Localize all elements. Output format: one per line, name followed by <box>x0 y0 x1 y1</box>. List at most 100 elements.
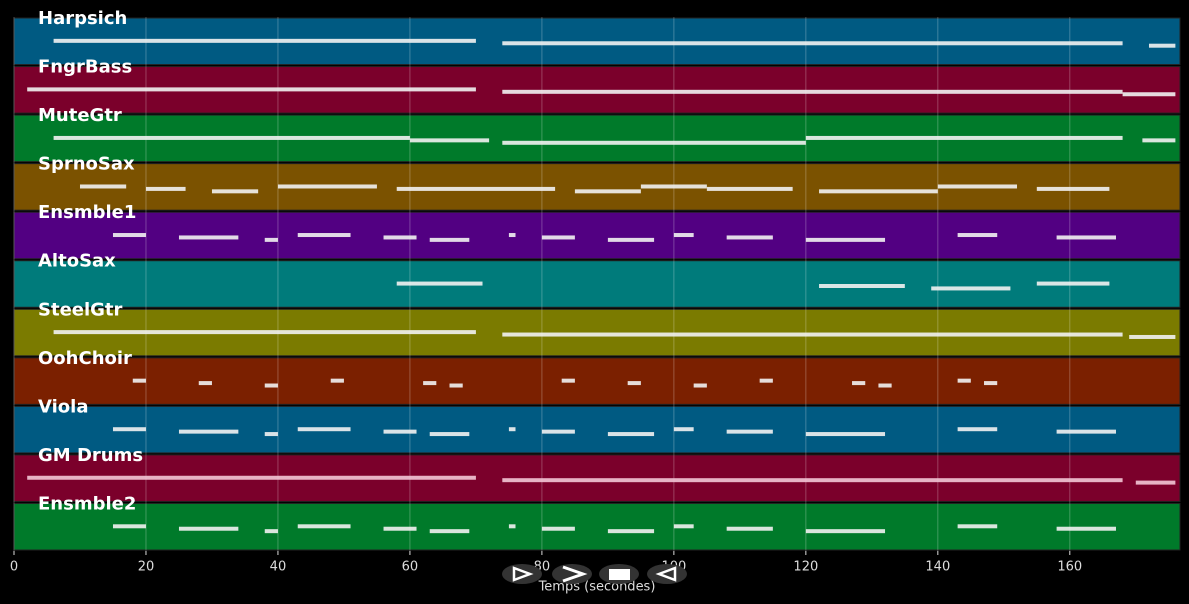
stop-icon <box>609 569 630 580</box>
back-button[interactable] <box>647 564 687 584</box>
track-name: Ensmble2 <box>38 493 136 514</box>
note <box>297 524 351 529</box>
track-name: GM Drums <box>38 445 143 466</box>
x-tick-label: 60 <box>402 560 419 575</box>
stop-button[interactable] <box>599 564 639 584</box>
note <box>502 41 1123 46</box>
note <box>706 186 793 191</box>
note <box>211 189 259 194</box>
note <box>726 526 773 531</box>
note <box>819 189 938 194</box>
button-bg[interactable] <box>552 564 592 584</box>
note <box>1056 235 1116 240</box>
note <box>508 524 516 529</box>
note <box>878 383 892 388</box>
note <box>852 381 866 386</box>
notes <box>27 38 1176 534</box>
note <box>502 89 1123 94</box>
note <box>726 429 773 434</box>
note <box>502 332 1123 337</box>
track-name: SprnoSax <box>38 154 135 175</box>
note <box>673 524 694 529</box>
note <box>805 432 886 437</box>
back-icon <box>655 566 677 582</box>
note <box>561 378 575 383</box>
note <box>726 235 773 240</box>
x-tick-label: 40 <box>270 560 287 575</box>
note <box>53 38 476 43</box>
note <box>53 330 476 335</box>
controls <box>502 564 687 584</box>
note <box>607 237 655 242</box>
track-labels: Harpsich FngrBass MuteGtr SprnoSax Ensmble1 A… <box>38 8 143 514</box>
note <box>1056 429 1116 434</box>
note <box>541 429 575 434</box>
note <box>53 135 410 140</box>
x-tick-label: 20 <box>138 560 155 575</box>
forward-button[interactable] <box>552 564 592 584</box>
note <box>112 427 146 432</box>
note <box>396 186 556 191</box>
note <box>429 237 470 242</box>
note <box>198 381 212 386</box>
track-name: SteelGtr <box>38 299 123 320</box>
x-tick-label: 120 <box>793 560 818 575</box>
note <box>502 140 806 145</box>
note <box>429 529 470 534</box>
note <box>79 184 127 189</box>
note <box>693 383 707 388</box>
note <box>1129 334 1176 339</box>
note <box>383 235 417 240</box>
track-band <box>13 260 1181 308</box>
note <box>508 233 516 238</box>
note <box>277 184 377 189</box>
play-button[interactable] <box>502 564 542 584</box>
note <box>112 524 146 529</box>
note <box>805 237 886 242</box>
track-name: Ensmble1 <box>38 202 136 223</box>
note <box>805 529 886 534</box>
note <box>957 524 998 529</box>
forward-icon <box>562 565 588 583</box>
button-bg[interactable] <box>502 564 542 584</box>
note <box>607 432 655 437</box>
button-bg[interactable] <box>647 564 687 584</box>
track-name: Harpsich <box>38 8 127 29</box>
note <box>937 184 1018 189</box>
note <box>541 235 575 240</box>
note <box>607 529 655 534</box>
note <box>957 427 998 432</box>
note <box>178 429 239 434</box>
track-name: MuteGtr <box>38 105 122 126</box>
play-icon <box>512 566 534 582</box>
note <box>27 87 476 92</box>
note <box>1135 480 1176 485</box>
note <box>627 381 641 386</box>
note <box>383 526 417 531</box>
note <box>819 284 905 288</box>
track-name: AltoSax <box>38 251 116 272</box>
note <box>330 378 344 383</box>
note <box>1142 138 1176 143</box>
note <box>957 233 998 238</box>
note <box>264 529 278 534</box>
note <box>297 427 351 432</box>
note <box>931 286 1011 291</box>
track-bands <box>13 17 1181 551</box>
x-tick-label: 0 <box>10 560 18 575</box>
track-name: Viola <box>38 396 88 417</box>
note <box>132 378 146 383</box>
note <box>640 184 707 189</box>
note <box>264 383 278 388</box>
note <box>178 526 239 531</box>
note <box>673 233 694 238</box>
note <box>984 381 998 386</box>
note <box>502 478 1123 483</box>
note <box>574 189 641 194</box>
note <box>112 233 146 238</box>
note <box>396 281 483 286</box>
note <box>673 427 694 432</box>
note <box>178 235 239 240</box>
